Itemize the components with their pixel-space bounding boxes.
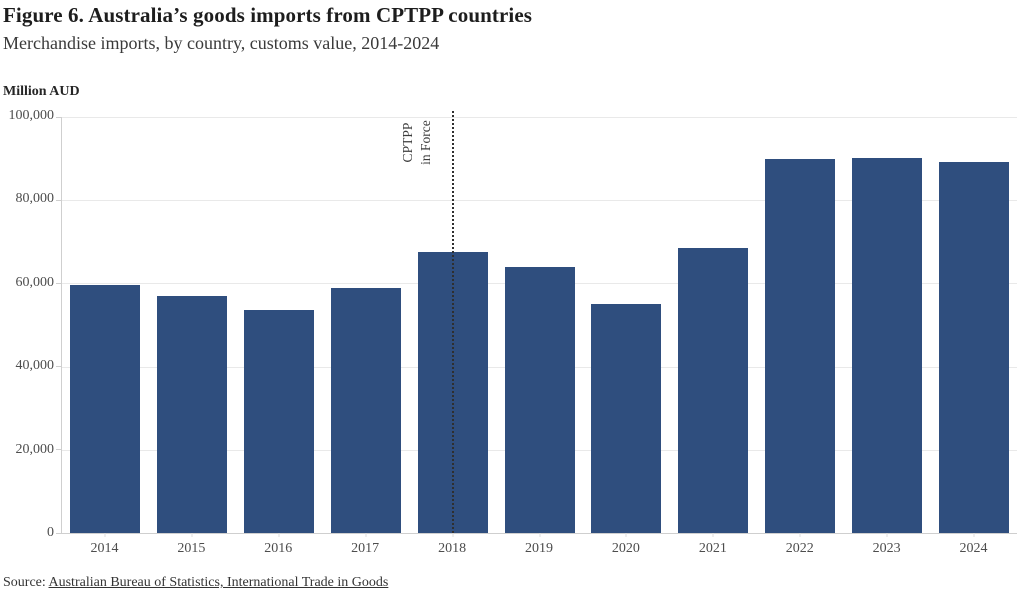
- x-tick-mark: [625, 533, 627, 537]
- x-tick-label-2019: 2019: [525, 541, 553, 556]
- x-tick-mark: [799, 533, 801, 537]
- x-tick-mark: [973, 533, 975, 537]
- y-tick-label: 40,000: [15, 358, 55, 374]
- x-tick-label-2018: 2018: [438, 541, 467, 556]
- x-tick-label-2014: 2014: [90, 541, 119, 556]
- bar-2023: [851, 157, 922, 533]
- cptpp-in-force-annotation: CPTPP in Force: [385, 112, 449, 174]
- x-tick-label-2017: 2017: [351, 541, 380, 556]
- y-tick-mark: [56, 116, 61, 118]
- source-line: Source: Australian Bureau of Statistics,…: [3, 575, 388, 591]
- x-tick-label-2021: 2021: [698, 541, 727, 556]
- bar-2014: [70, 285, 141, 533]
- x-tick-mark: [278, 533, 280, 537]
- bar-2024: [938, 162, 1009, 533]
- y-tick-mark: [56, 282, 61, 284]
- figure-title: Figure 6. Australia’s goods imports from…: [3, 3, 533, 27]
- y-tick-label: 80,000: [15, 191, 55, 207]
- bar-2017: [330, 287, 401, 533]
- y-axis-title: Million AUD: [3, 84, 80, 99]
- y-tick-mark: [56, 199, 61, 201]
- bar-2016: [244, 310, 315, 533]
- x-tick-mark: [886, 533, 888, 537]
- figure-subtitle: Merchandise imports, by country, customs…: [3, 33, 440, 53]
- x-tick-label-2023: 2023: [872, 541, 901, 556]
- x-tick-label-2015: 2015: [177, 541, 206, 556]
- x-tick-mark: [539, 533, 540, 537]
- x-axis-tick-labels: 2014 2015 2016 2017 2018 2019 2020 2021 2022 2023…: [61, 541, 1017, 559]
- source-prefix: Source:: [3, 575, 49, 590]
- y-tick-mark: [56, 449, 61, 451]
- bar-2019: [504, 266, 575, 533]
- x-tick-mark: [191, 533, 193, 537]
- gridline: [62, 200, 1017, 202]
- bar-2015: [157, 295, 228, 533]
- y-tick-label: 20,000: [15, 441, 55, 457]
- x-tick-label-2024: 2024: [959, 541, 988, 556]
- y-tick-label: 0: [47, 525, 54, 540]
- x-tick-label-2022: 2022: [785, 541, 814, 556]
- cptpp-in-force-reference-line: [451, 111, 454, 533]
- x-tick-mark: [365, 533, 367, 537]
- y-axis-tick-labels: 100,000 80,000 60,000 40,000 20,000 0: [0, 108, 55, 540]
- y-tick-label: 100,000: [8, 108, 55, 123]
- source-link[interactable]: Australian Bureau of Statistics, Interna…: [48, 575, 389, 590]
- bar-2022: [764, 159, 835, 533]
- y-tick-mark: [56, 366, 61, 368]
- x-tick-mark: [104, 533, 106, 537]
- bar-2021: [678, 247, 749, 533]
- x-tick-label-2016: 2016: [264, 541, 293, 556]
- y-tick-label: 60,000: [15, 274, 55, 290]
- y-tick-mark: [56, 532, 61, 534]
- x-tick-label-2020: 2020: [611, 541, 640, 556]
- x-tick-mark: [452, 533, 454, 537]
- gridline: [62, 117, 1017, 118]
- x-tick-mark: [712, 533, 714, 537]
- bar-2020: [591, 303, 662, 533]
- plot-area: CPTPP in Force: [56, 111, 1017, 537]
- cptpp-in-force-annotation-text: CPTPP in Force: [400, 120, 433, 166]
